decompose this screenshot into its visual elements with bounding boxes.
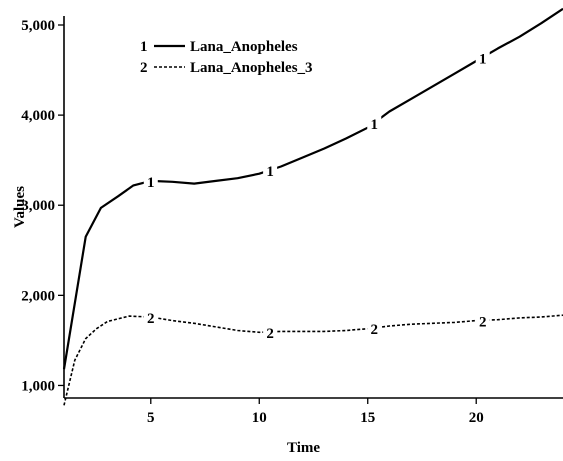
series-marker-bg xyxy=(367,112,382,132)
series-marker-2: 2 xyxy=(370,322,378,338)
x-tick-label: 15 xyxy=(360,410,375,426)
series-marker-1: 1 xyxy=(266,164,274,180)
y-tick-label: 1,000 xyxy=(21,378,55,394)
series-marker-2: 2 xyxy=(266,326,274,342)
series-marker-1: 1 xyxy=(370,117,378,133)
x-tick-label: 10 xyxy=(252,410,267,426)
y-tick-label: 5,000 xyxy=(21,18,55,34)
series-marker-bg xyxy=(263,321,278,341)
y-tick-label: 2,000 xyxy=(21,288,55,304)
axes: 1,000 2,000 3,000 4,000 5,000 5 10 15 20 xyxy=(21,16,563,426)
y-tick-label: 3,000 xyxy=(21,198,55,214)
legend-marker-1: 1 xyxy=(140,39,148,55)
series-marker-bg xyxy=(143,170,158,190)
legend-label-2: Lana_Anopheles_3 xyxy=(190,60,313,76)
plot-markers: 1 1 1 1 2 2 2 2 xyxy=(143,47,490,342)
x-tick-label: 20 xyxy=(469,410,484,426)
series-marker-bg xyxy=(367,317,382,337)
legend: 1 Lana_Anopheles 2 Lana_Anopheles_3 xyxy=(140,39,313,76)
series-marker-2: 2 xyxy=(147,311,155,327)
y-ticks: 1,000 2,000 3,000 4,000 5,000 xyxy=(21,18,64,394)
series-marker-1: 1 xyxy=(479,51,487,67)
series-marker-1: 1 xyxy=(147,175,155,191)
series-line-2 xyxy=(63,314,563,406)
y-axis-title: Values xyxy=(12,186,28,228)
plot-lines xyxy=(62,7,563,406)
series-marker-bg xyxy=(475,47,490,67)
series-marker-2: 2 xyxy=(479,314,487,330)
series-marker-bg xyxy=(263,160,278,180)
series-marker-bg xyxy=(475,310,490,330)
series-marker-bg xyxy=(143,306,158,326)
y-tick-label: 4,000 xyxy=(21,108,55,124)
legend-marker-2: 2 xyxy=(140,60,148,76)
x-tick-label: 5 xyxy=(147,410,155,426)
x-axis-title: Time xyxy=(287,440,320,456)
legend-label-1: Lana_Anopheles xyxy=(190,39,298,55)
x-ticks: 5 10 15 20 xyxy=(147,398,484,426)
